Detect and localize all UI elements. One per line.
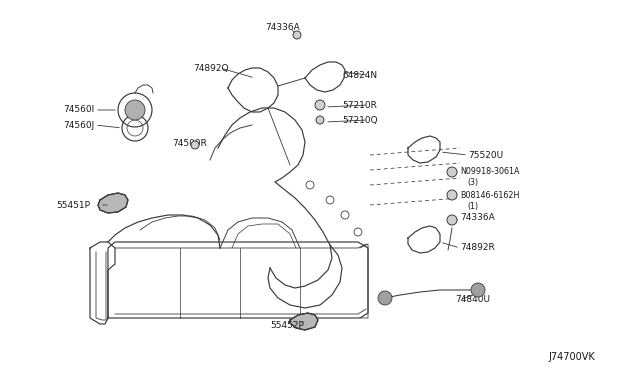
Text: 74500R: 74500R	[172, 138, 207, 148]
Circle shape	[447, 167, 457, 177]
Text: 74336A: 74336A	[460, 214, 495, 222]
Text: 64824N: 64824N	[342, 71, 377, 80]
Text: J74700VK: J74700VK	[548, 352, 595, 362]
Text: 74560I: 74560I	[63, 106, 94, 115]
Text: 74892Q: 74892Q	[193, 64, 228, 73]
Text: 75520U: 75520U	[468, 151, 503, 160]
Circle shape	[447, 190, 457, 200]
Text: 57210R: 57210R	[342, 100, 377, 109]
Text: 74336A: 74336A	[265, 23, 300, 32]
Text: 74840U: 74840U	[455, 295, 490, 305]
Text: 57210Q: 57210Q	[342, 115, 378, 125]
Text: B08146-6162H: B08146-6162H	[460, 190, 520, 199]
Circle shape	[326, 196, 334, 204]
Polygon shape	[290, 313, 318, 330]
Text: 74892R: 74892R	[460, 244, 495, 253]
Circle shape	[378, 291, 392, 305]
Circle shape	[315, 100, 325, 110]
Text: (1): (1)	[467, 202, 478, 211]
Text: N09918-3061A: N09918-3061A	[460, 167, 520, 176]
Circle shape	[316, 116, 324, 124]
Circle shape	[354, 228, 362, 236]
Text: 74560J: 74560J	[63, 121, 94, 129]
Circle shape	[471, 283, 485, 297]
Text: 55451P: 55451P	[56, 201, 90, 209]
Circle shape	[306, 181, 314, 189]
Circle shape	[341, 211, 349, 219]
Polygon shape	[98, 193, 128, 213]
Circle shape	[125, 100, 145, 120]
Circle shape	[191, 141, 199, 149]
Circle shape	[447, 215, 457, 225]
Circle shape	[293, 31, 301, 39]
Text: 55452P: 55452P	[270, 321, 304, 330]
Text: (3): (3)	[467, 179, 478, 187]
